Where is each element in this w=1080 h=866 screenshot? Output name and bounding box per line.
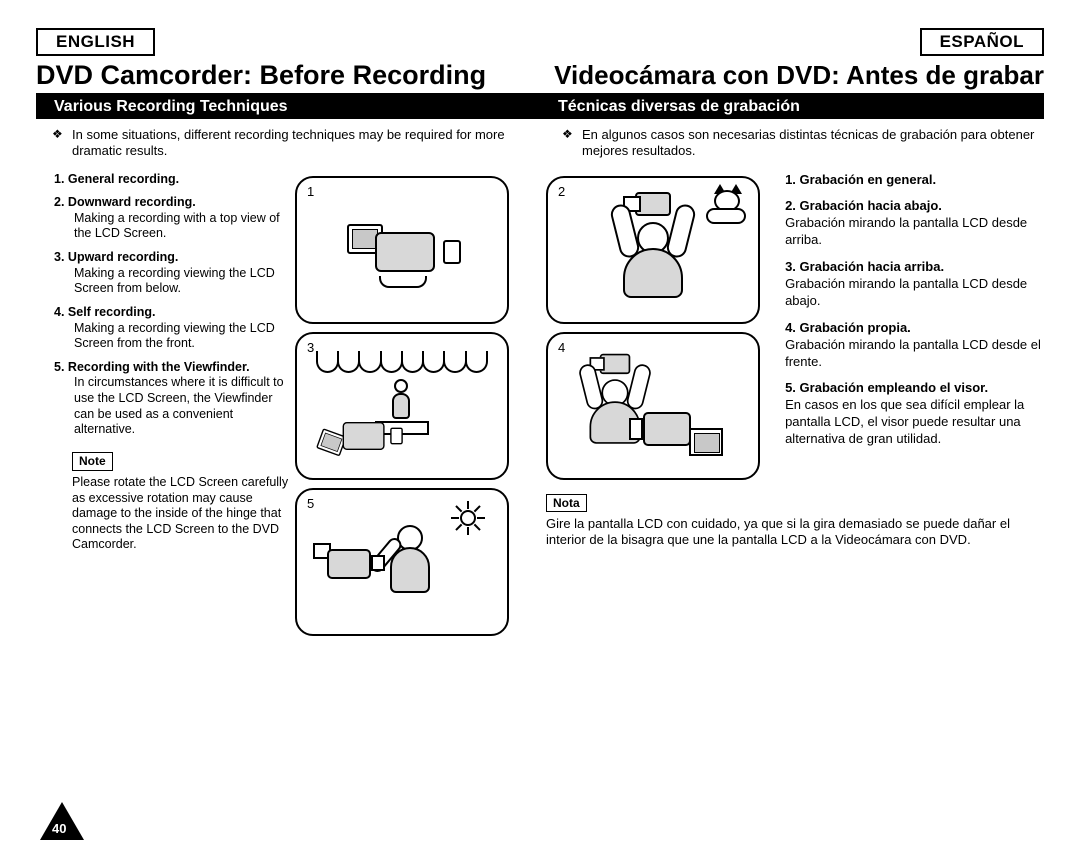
illus-2: 2 — [546, 176, 760, 324]
stage-scene-icon — [297, 334, 507, 478]
manual-page: ENGLISH ESPAÑOL DVD Camcorder: Before Re… — [0, 0, 1080, 866]
en-item-1: 1. General recording. — [54, 172, 295, 188]
es-item-2-head: Grabación hacia abajo. — [800, 198, 942, 213]
note-label-es: Nota — [546, 494, 587, 512]
lang-espanol: ESPAÑOL — [920, 28, 1044, 56]
section-bar: Various Recording Techniques Técnicas di… — [36, 95, 1044, 119]
viewfinder-scene-icon — [297, 490, 507, 634]
note-body-en: Please rotate the LCD Screen carefully a… — [72, 475, 295, 553]
illus-4: 4 — [546, 332, 760, 480]
self-record-icon — [548, 334, 758, 478]
es-item-3: 3. Grabación hacia arriba. Grabación mir… — [785, 259, 1044, 310]
es-item-5-num: 5. — [785, 380, 796, 395]
es-item-3-body: Grabación mirando la pantalla LCD desde … — [785, 276, 1044, 310]
es-item-2-body: Grabación mirando la pantalla LCD desde … — [785, 215, 1044, 249]
english-list: 1. General recording. 2. Downward record… — [36, 172, 295, 636]
es-item-4-body: Grabación mirando la pantalla LCD desde … — [785, 337, 1044, 371]
intro-english: In some situations, different recording … — [54, 127, 534, 160]
page-number: 40 — [52, 821, 66, 836]
illustrations-left: 1 3 — [295, 172, 534, 636]
es-item-4: 4. Grabación propia. Grabación mirando l… — [785, 320, 1044, 371]
en-item-2-head: Downward recording. — [68, 195, 196, 209]
camcorder-icon — [297, 178, 507, 322]
es-item-4-num: 4. — [785, 320, 796, 335]
lang-english: ENGLISH — [36, 28, 155, 56]
illus-1: 1 — [295, 176, 509, 324]
en-item-1-num: 1. — [54, 172, 64, 186]
es-item-1: 1. Grabación en general. — [785, 172, 1044, 189]
es-item-3-head: Grabación hacia arriba. — [800, 259, 945, 274]
en-item-5-body: In circumstances where it is difficult t… — [54, 375, 295, 438]
section-title-spanish: Técnicas diversas de grabación — [540, 95, 1044, 119]
language-labels: ENGLISH ESPAÑOL — [36, 28, 1044, 56]
en-item-4: 4. Self recording. Making a recording vi… — [54, 305, 295, 352]
en-item-2-num: 2. — [54, 195, 64, 209]
note-label-en: Note — [72, 452, 113, 471]
intro-spanish: En algunos casos son necesarias distinta… — [564, 127, 1044, 160]
english-inner: 1. General recording. 2. Downward record… — [36, 172, 534, 636]
en-item-3-num: 3. — [54, 250, 64, 264]
content-columns: In some situations, different recording … — [36, 125, 1044, 636]
title-english: DVD Camcorder: Before Recording — [36, 60, 486, 91]
english-column: In some situations, different recording … — [36, 125, 540, 636]
es-item-1-num: 1. — [785, 172, 796, 187]
es-item-5-head: Grabación empleando el visor. — [800, 380, 989, 395]
title-spanish: Videocámara con DVD: Antes de grabar — [554, 60, 1044, 91]
es-item-3-num: 3. — [785, 259, 796, 274]
illus-5: 5 — [295, 488, 509, 636]
en-item-5-num: 5. — [54, 360, 64, 374]
spanish-list: 1. Grabación en general. 2. Grabación ha… — [775, 172, 1044, 480]
en-item-3: 3. Upward recording. Making a recording … — [54, 250, 295, 297]
note-body-es: Gire la pantalla LCD con cuidado, ya que… — [546, 516, 1044, 550]
illustrations-right: 2 4 — [546, 172, 775, 480]
person-overhead-icon — [548, 178, 758, 322]
spanish-column: En algunos casos son necesarias distinta… — [540, 125, 1044, 636]
spanish-inner: 2 4 — [546, 172, 1044, 480]
en-item-2-body: Making a recording with a top view of th… — [54, 211, 295, 242]
es-item-2: 2. Grabación hacia abajo. Grabación mira… — [785, 198, 1044, 249]
en-item-4-head: Self recording. — [68, 305, 156, 319]
illus-3: 3 — [295, 332, 509, 480]
section-title-english: Various Recording Techniques — [36, 95, 540, 119]
en-item-3-head: Upward recording. — [68, 250, 178, 264]
page-titles: DVD Camcorder: Before Recording Videocám… — [36, 60, 1044, 95]
es-item-5-body: En casos en los que sea difícil emplear … — [785, 397, 1044, 448]
en-item-4-body: Making a recording viewing the LCD Scree… — [54, 321, 295, 352]
es-item-4-head: Grabación propia. — [800, 320, 911, 335]
spanish-note: Nota Gire la pantalla LCD con cuidado, y… — [546, 486, 1044, 550]
en-item-3-body: Making a recording viewing the LCD Scree… — [54, 266, 295, 297]
es-item-2-num: 2. — [785, 198, 796, 213]
en-item-2: 2. Downward recording. Making a recordin… — [54, 195, 295, 242]
es-item-1-head: Grabación en general. — [800, 172, 937, 187]
en-item-4-num: 4. — [54, 305, 64, 319]
en-item-1-head: General recording. — [68, 172, 179, 186]
es-item-5: 5. Grabación empleando el visor. En caso… — [785, 380, 1044, 448]
en-item-5: 5. Recording with the Viewfinder. In cir… — [54, 360, 295, 438]
en-item-5-head: Recording with the Viewfinder. — [68, 360, 250, 374]
